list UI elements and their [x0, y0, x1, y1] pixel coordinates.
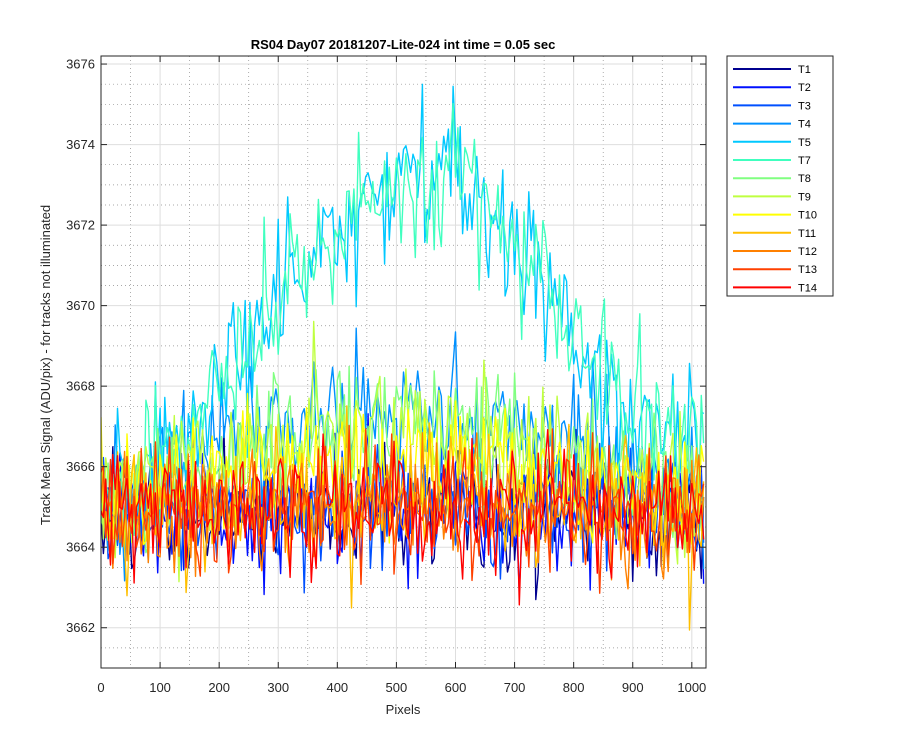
legend-entry-t14[interactable]: T14 [733, 282, 817, 294]
legend-label: T10 [798, 210, 817, 222]
x-tick-label: 800 [563, 680, 585, 695]
legend-entry-t7[interactable]: T7 [733, 155, 811, 167]
legend-entry-t13[interactable]: T13 [733, 264, 817, 276]
series-line-t14 [101, 429, 705, 606]
x-tick-label: 100 [149, 680, 171, 695]
y-tick-label: 3670 [66, 298, 95, 313]
x-tick-label: 200 [208, 680, 230, 695]
y-tick-label: 3662 [66, 620, 95, 635]
x-tick-label: 700 [504, 680, 526, 695]
legend-entry-t1[interactable]: T1 [733, 64, 811, 76]
y-tick-label: 3672 [66, 218, 95, 233]
legend-entry-t12[interactable]: T12 [733, 246, 817, 258]
x-tick-label: 1000 [677, 680, 706, 695]
y-axis-label: Track Mean Signal (ADU/pix) - for tracks… [38, 205, 53, 525]
legend-label: T14 [798, 282, 817, 294]
legend-label: T3 [798, 100, 811, 112]
legend-label: T12 [798, 246, 817, 258]
legend-label: T5 [798, 137, 811, 149]
axes-background [101, 56, 706, 668]
y-tick-label: 3664 [66, 540, 95, 555]
legend-label: T8 [798, 173, 811, 185]
legend-label: T9 [798, 191, 811, 203]
legend-label: T1 [798, 64, 811, 76]
chart-title: RS04 Day07 20181207-Lite-024 int time = … [251, 37, 556, 52]
legend-box [726, 55, 834, 297]
legend-entry-t10[interactable]: T10 [733, 210, 817, 222]
plot-area: 0 100 200 300 400 500 600 700 800 900 1000 3662366… [66, 55, 707, 695]
legend-label: T7 [798, 155, 811, 167]
x-tick-label: 400 [326, 680, 348, 695]
legend[interactable]: T1 T2 T3 T4 T5 T7 T8 T9 T10 T11 T12 T13 T14 [726, 55, 834, 297]
legend-entry-t2[interactable]: T2 [733, 82, 811, 94]
legend-entries: T1 T2 T3 T4 T5 T7 T8 T9 T10 T11 T12 T13 T14 [733, 64, 817, 294]
x-tick-label: 0 [97, 680, 104, 695]
y-tick-label: 3668 [66, 379, 95, 394]
legend-label: T2 [798, 82, 811, 94]
legend-label: T13 [798, 264, 817, 276]
x-tick-label: 300 [267, 680, 289, 695]
x-axis-ticks: 0 100 200 300 400 500 600 700 800 900 1000 [97, 56, 706, 695]
y-tick-label: 3676 [66, 57, 95, 72]
axes-box [100, 55, 707, 669]
legend-entry-t3[interactable]: T3 [733, 100, 811, 112]
y-tick-label: 3666 [66, 459, 95, 474]
legend-entry-t5[interactable]: T5 [733, 137, 811, 149]
x-tick-label: 600 [445, 680, 467, 695]
legend-label: T4 [798, 119, 811, 131]
y-tick-label: 3674 [66, 137, 95, 152]
x-axis-label: Pixels [386, 702, 421, 717]
y-axis-ticks: 3662 3664 3666 3668 3670 3672 3674 3676 [66, 57, 706, 635]
series-layer [101, 83, 705, 631]
x-tick-label: 500 [386, 680, 408, 695]
legend-entry-t9[interactable]: T9 [733, 191, 811, 203]
legend-entry-t4[interactable]: T4 [733, 119, 811, 131]
x-tick-label: 900 [622, 680, 644, 695]
legend-entry-t8[interactable]: T8 [733, 173, 811, 185]
legend-entry-t11[interactable]: T11 [733, 228, 816, 240]
series-line-t7 [101, 102, 705, 547]
legend-label: T11 [798, 228, 816, 240]
